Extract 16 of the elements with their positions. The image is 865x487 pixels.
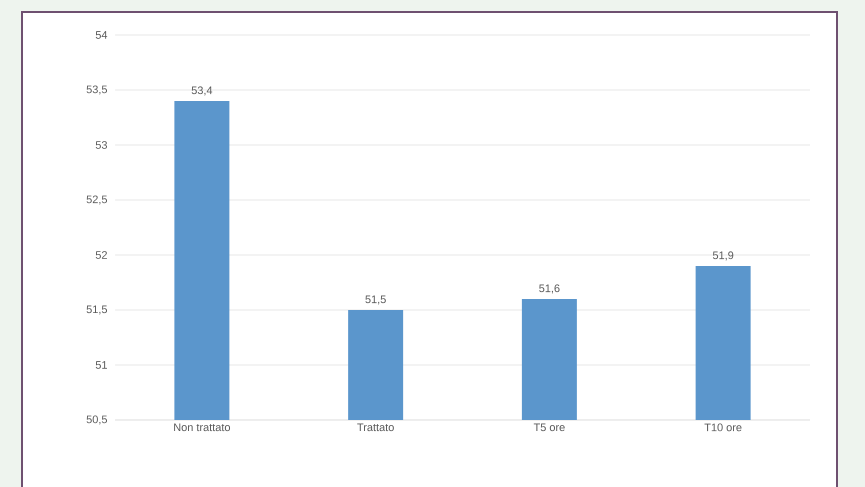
data-label: 51,6 [539,284,560,294]
data-label: 51,9 [712,251,734,260]
y-tick-label: 51 [96,361,107,369]
data-label: 53,4 [192,86,212,96]
y-tick-label: 53,5 [86,85,108,95]
y-tick-label: 52 [96,251,107,259]
y-tick-label: 54 [96,31,108,39]
x-tick-label: T10 ore [704,424,742,432]
x-tick-label: Non trattato [174,424,230,432]
y-tick-label: 51,5 [86,306,108,314]
y-tick-label: 53 [96,141,107,149]
y-tick-label: 52,5 [86,195,108,205]
x-tick-label: T5 ore [534,424,565,432]
x-tick-label: Trattato [357,424,394,432]
y-tick-label: 50,5 [86,415,108,425]
data-label: 51,5 [365,296,386,304]
